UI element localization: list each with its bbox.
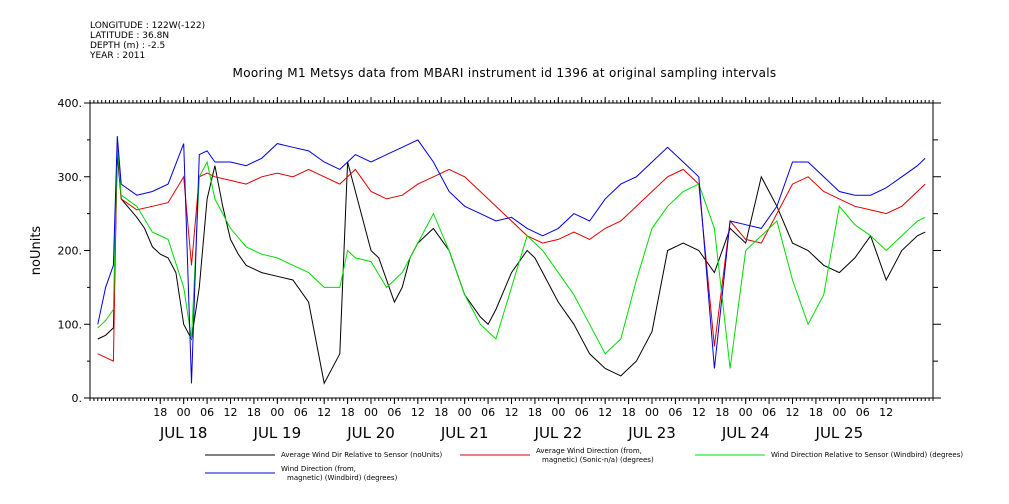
x-tick-label: 00 [458, 406, 472, 419]
x-tick-label: 06 [575, 406, 589, 419]
x-date-label: JUL 22 [534, 424, 583, 442]
series-red-line [97, 143, 926, 362]
x-tick-label: 12 [505, 406, 519, 419]
legend-label: Average Wind Direction (from, magnetic) (… [536, 447, 654, 464]
series-blue-line [97, 136, 926, 384]
meta-depth: DEPTH (m) : -2.5 [90, 41, 166, 51]
x-tick-label: 12 [879, 406, 893, 419]
y-tick-label: 0. [72, 392, 83, 405]
x-tick-label: 18 [341, 406, 355, 419]
legend-label: Wind Direction Relative to Sensor (Windb… [771, 451, 963, 459]
x-tick-label: 12 [692, 406, 706, 419]
axes-group: 0. 100. 200. 300. 400. noUnits 18 00 06 12 18 00 06 1… [29, 97, 941, 442]
x-tick-label: 06 [762, 406, 776, 419]
legend-label-line: Wind Direction (from, [281, 465, 356, 473]
x-tick-label: 00 [739, 406, 753, 419]
chart-title: Mooring M1 Metsys data from MBARI instru… [232, 66, 777, 80]
x-tick-label: 18 [434, 406, 448, 419]
legend-label-line: magnetic) (Windbird) (degrees) [287, 474, 398, 482]
x-tick-label: 18 [153, 406, 167, 419]
legend-label: Wind Direction (from, magnetic) (Windbird… [281, 465, 398, 482]
x-tick-label: 12 [786, 406, 800, 419]
x-tick-label: 18 [809, 406, 823, 419]
meta-longitude: LONGITUDE : 122W(-122) [90, 21, 206, 31]
y-axis-label: noUnits [29, 226, 44, 276]
legend-group: Average Wind Dir Relative to Sensor (noU… [205, 447, 963, 482]
x-tick-label: 18 [622, 406, 636, 419]
legend-label-line: Wind Direction Relative to Sensor (Windb… [771, 451, 963, 459]
x-date-label: JUL 21 [440, 424, 489, 442]
series-green-line [97, 143, 926, 369]
x-tick-label: 12 [598, 406, 612, 419]
x-date-label: JUL 24 [721, 424, 770, 442]
x-tick-label: 06 [481, 406, 495, 419]
x-date-label: JUL 23 [627, 424, 676, 442]
x-tick-label: 06 [387, 406, 401, 419]
series-black-line [97, 154, 926, 385]
x-date-label: JUL 19 [253, 424, 302, 442]
meta-latitude: LATITUDE : 36.8N [90, 31, 170, 41]
x-tick-label: 06 [200, 406, 214, 419]
x-tick-label: 00 [832, 406, 846, 419]
x-tick-label: 06 [294, 406, 308, 419]
x-tick-label: 06 [856, 406, 870, 419]
y-tick-label: 400. [58, 97, 83, 110]
x-tick-label: 12 [317, 406, 331, 419]
x-tick-label: 12 [411, 406, 425, 419]
x-tick-label: 06 [668, 406, 682, 419]
x-date-label: JUL 18 [159, 424, 208, 442]
x-tick-label: 18 [528, 406, 542, 419]
y-tick-label: 100. [58, 318, 83, 331]
plot-frame [89, 102, 934, 399]
x-tick-label: 18 [715, 406, 729, 419]
y-tick-label: 300. [58, 171, 83, 184]
x-tick-label: 00 [177, 406, 191, 419]
x-tick-label: 00 [364, 406, 378, 419]
legend-label-line: Average Wind Dir Relative to Sensor (noU… [281, 451, 442, 459]
metadata-block: LONGITUDE : 122W(-122) LATITUDE : 36.8N … [90, 21, 205, 61]
y-tick-label: 200. [58, 245, 83, 258]
x-date-label: JUL 25 [815, 424, 864, 442]
x-tick-label: 00 [270, 406, 284, 419]
series-group [97, 136, 926, 385]
x-tick-label: 00 [645, 406, 659, 419]
x-tick-label: 18 [247, 406, 261, 419]
x-tick-label: 00 [551, 406, 565, 419]
x-tick-label: 12 [224, 406, 238, 419]
meta-year: YEAR : 2011 [90, 51, 146, 61]
x-date-label: JUL 20 [346, 424, 395, 442]
legend-label-line: magnetic) (Sonic-n/a) (degrees) [542, 456, 654, 464]
legend-label-line: Average Wind Direction (from, [536, 447, 642, 455]
legend-label: Average Wind Dir Relative to Sensor (noU… [281, 451, 442, 459]
